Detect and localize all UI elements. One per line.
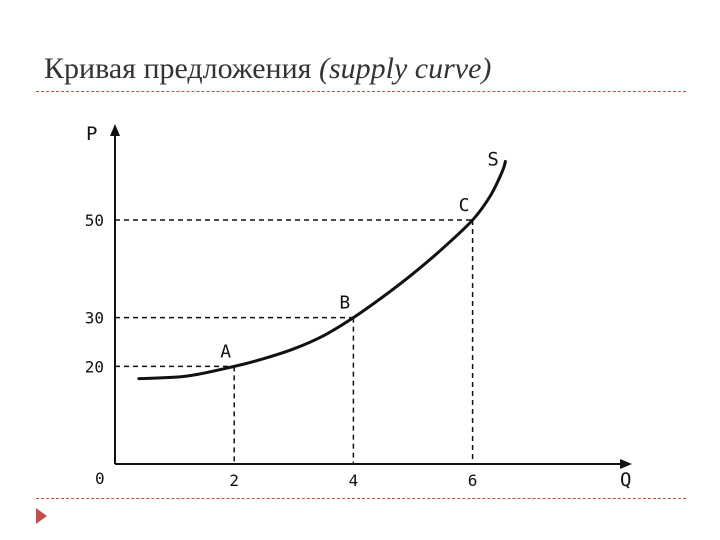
x-axis-arrow	[620, 459, 632, 469]
supply-curve	[137, 159, 507, 381]
y-tick-label: 50	[85, 211, 104, 230]
y-axis-label: P	[86, 123, 97, 145]
point-label-c: C	[459, 195, 470, 216]
y-axis-arrow	[110, 124, 120, 136]
x-tick-label: 4	[349, 471, 359, 490]
origin-label: 0	[95, 469, 105, 488]
x-tick-label: 2	[229, 471, 239, 490]
top-divider	[36, 91, 686, 92]
x-axis-label: Q	[620, 469, 631, 491]
x-tick-label: 6	[468, 471, 478, 490]
slide-title: Кривая предложения (supply curve)	[44, 52, 491, 86]
supply-chart: Q P 0 2 4 6 20 30 50 S A B C	[85, 123, 632, 491]
guide-lines	[115, 219, 474, 464]
point-labels: A B C	[220, 195, 469, 362]
series-label-s: S	[487, 148, 498, 170]
title-subtitle: (supply curve)	[318, 52, 492, 85]
point-label-a: A	[220, 341, 231, 362]
tick-labels: 2 4 6 20 30 50	[85, 211, 478, 490]
title-main: Кривая предложения	[44, 52, 312, 85]
bullet-arrow-icon	[36, 508, 47, 524]
y-tick-label: 30	[85, 309, 104, 328]
y-tick-label: 20	[85, 357, 104, 376]
bottom-divider	[36, 498, 686, 499]
point-label-b: B	[339, 293, 350, 314]
chart-axes: Q P 0	[86, 123, 632, 491]
